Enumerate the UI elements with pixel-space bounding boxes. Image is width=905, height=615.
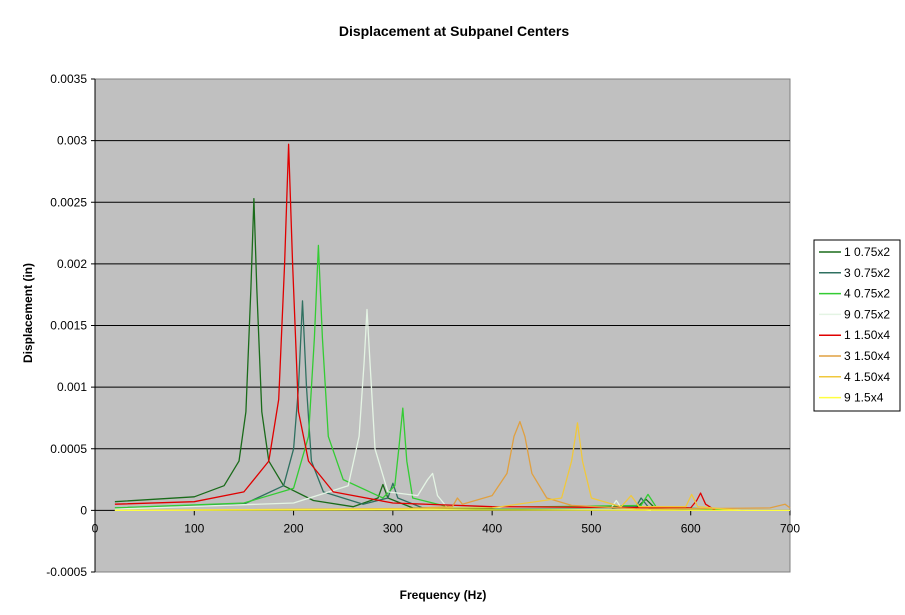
x-tick-label: 300: [383, 521, 403, 535]
y-axis-label: Displacement (in): [21, 263, 35, 363]
y-tick-label: -0.0005: [46, 565, 87, 579]
legend-item: 3 0.75x2: [819, 266, 890, 280]
legend-label: 4 1.50x4: [844, 370, 890, 384]
x-tick-label: 100: [184, 521, 204, 535]
legend-item: 1 1.50x4: [819, 328, 890, 342]
series-line-5: [114, 143, 716, 511]
x-tick-label: 400: [482, 521, 502, 535]
legend-item: 3 1.50x4: [819, 349, 890, 363]
series-line-7: [114, 422, 741, 512]
y-tick-label: 0.0015: [50, 319, 87, 333]
legend-label: 9 1.5x4: [844, 391, 884, 405]
y-axis-ticks: 0.0035 0.003 0.0025 0.002 0.0015 0.001 0.0005 0…: [46, 72, 95, 579]
x-tick-label: 200: [284, 521, 304, 535]
x-axis-ticks: 0 100 200 300 400 500 600 700: [92, 79, 800, 572]
chart-title: Displacement at Subpanel Centers: [339, 23, 570, 39]
y-tick-label: 0.0025: [50, 195, 87, 209]
legend-label: 4 0.75x2: [844, 287, 890, 301]
y-tick-label: 0.0035: [50, 72, 87, 86]
legend-box: [813, 239, 901, 412]
y-tick-label: 0.0005: [50, 442, 87, 456]
series-line-6: [114, 420, 791, 512]
y-tick-label: 0: [80, 503, 87, 517]
x-tick-label: 700: [780, 521, 800, 535]
y-tick-label: 0.001: [57, 380, 87, 394]
y-tick-label: 0.002: [57, 257, 87, 271]
y-tick-label: 0.003: [57, 134, 87, 148]
series-line-8: [114, 509, 791, 512]
legend-label: 1 0.75x2: [844, 245, 890, 259]
legend-item: 9 1.5x4: [819, 391, 884, 405]
series-lines: [114, 143, 791, 512]
legend-item: 9 0.75x2: [819, 307, 890, 321]
legend-label: 9 0.75x2: [844, 307, 890, 321]
legend-item: 4 1.50x4: [819, 370, 890, 384]
legend-label: 1 1.50x4: [844, 328, 890, 342]
legend-label: 3 1.50x4: [844, 349, 890, 363]
x-tick-label: 600: [681, 521, 701, 535]
legend: 1 0.75x2 3 0.75x2 4 0.75x2 9 0.75x2 1 1.50x4…: [813, 239, 901, 412]
x-tick-label: 0: [92, 521, 99, 535]
legend-item: 1 0.75x2: [819, 245, 890, 259]
x-tick-label: 500: [581, 521, 601, 535]
legend-label: 3 0.75x2: [844, 266, 890, 280]
legend-item: 4 0.75x2: [819, 287, 890, 301]
series-line-4: [114, 308, 652, 512]
x-axis-label: Frequency (Hz): [400, 588, 487, 602]
